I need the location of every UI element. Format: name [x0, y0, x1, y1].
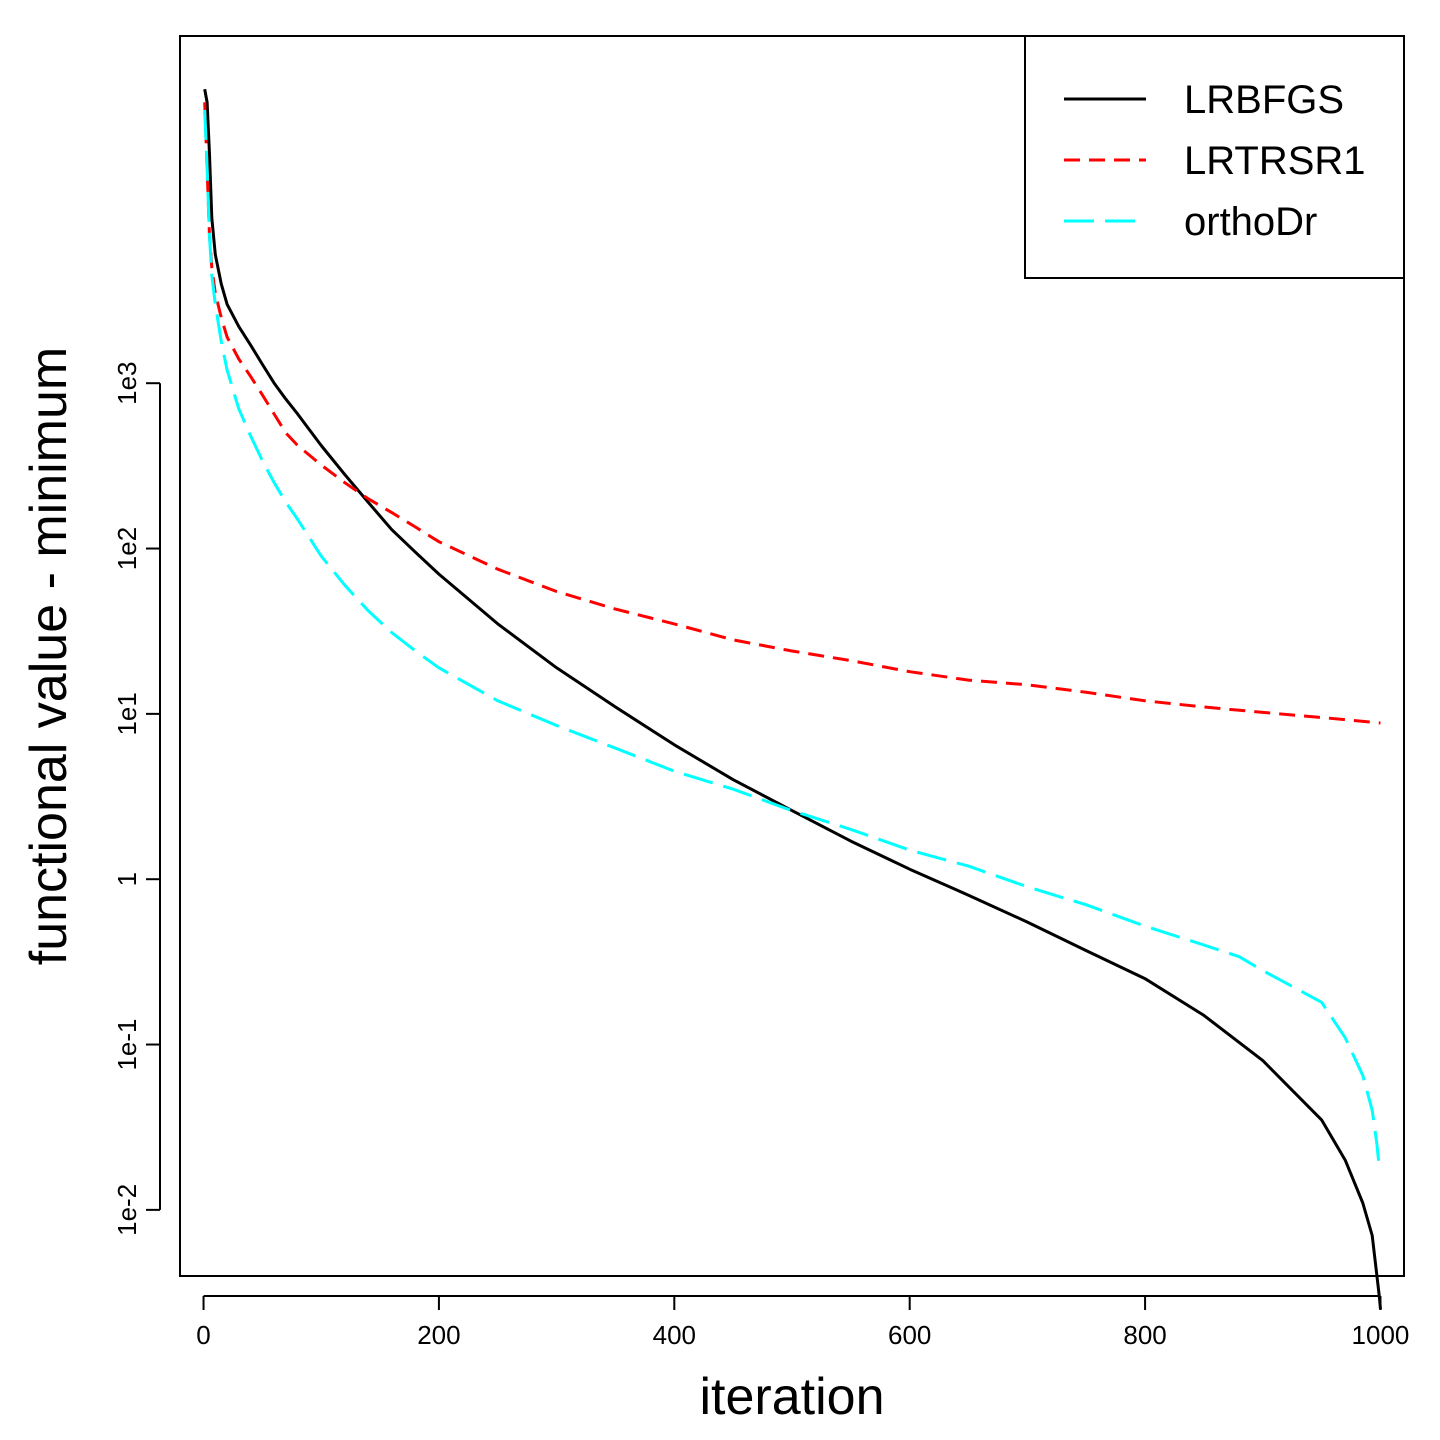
y-tick-label: 1e1 [112, 692, 142, 735]
series-line-orthodr [203, 109, 1381, 1168]
plot-frame [179, 35, 1405, 1277]
series-line-lrbfgs [203, 88, 1382, 1310]
x-tick-label: 0 [196, 1320, 210, 1350]
y-axis: 1e-2 1e-1 1 1e1 1e2 1e3 [112, 362, 161, 1236]
y-tick-label: 1e3 [112, 362, 142, 405]
y-tick-label: 1e-2 [112, 1184, 142, 1236]
legend-label-lrtrsr1: LRTRSR1 [1184, 139, 1366, 183]
legend-label-lrbfgs: LRBFGS [1184, 78, 1344, 122]
y-tick-label: 1e2 [112, 527, 142, 570]
y-tick-label: 1 [112, 872, 142, 886]
x-tick-label: 600 [888, 1320, 931, 1350]
x-axis-title: iteration [700, 1368, 885, 1426]
x-axis: 0 200 400 600 800 1000 [196, 1295, 1410, 1350]
y-axis-title: functional value - minimum [20, 347, 78, 965]
y-tick-label: 1e-1 [112, 1019, 142, 1071]
legend-box [1024, 35, 1405, 279]
series-line-lrtrsr1 [203, 102, 1381, 725]
legend: LRBFGS LRTRSR1 orthoDr [1024, 35, 1405, 279]
legend-label-orthodr: orthoDr [1184, 200, 1317, 244]
x-tick-label: 200 [417, 1320, 460, 1350]
x-tick-label: 1000 [1352, 1320, 1410, 1350]
series-layer [203, 88, 1382, 1310]
x-tick-label: 400 [653, 1320, 696, 1350]
x-tick-label: 800 [1123, 1320, 1166, 1350]
